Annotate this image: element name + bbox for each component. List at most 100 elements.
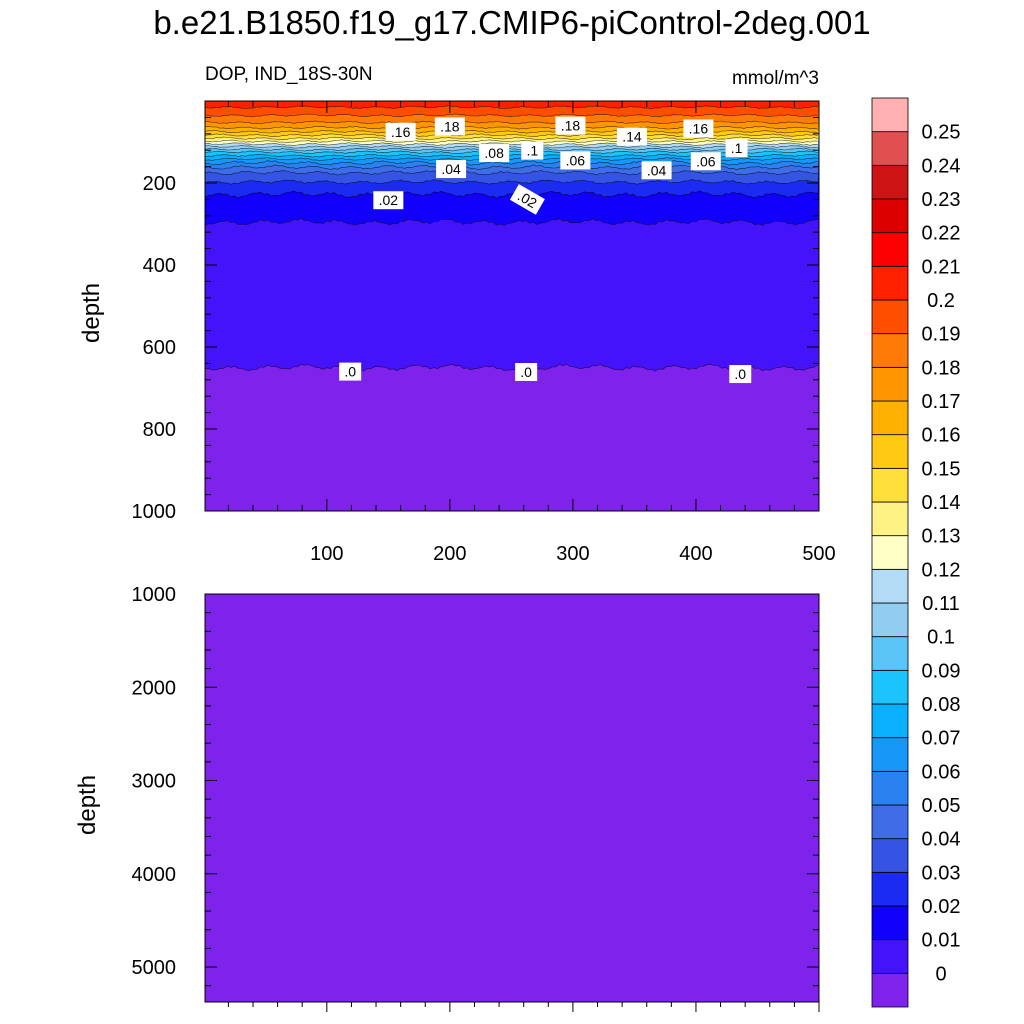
colorbar-label: 0.23 [922,189,961,211]
colorbar-box [871,164,909,200]
contour-label-box [436,160,467,179]
colorbar-label: 0.07 [922,728,961,750]
surface-max-spike [806,101,809,106]
contour-label-box [521,141,544,160]
surface-max-spike [485,101,488,105]
contour-line-0.19 [205,113,818,118]
y-tick-label: 1000 [132,501,177,523]
colorbar-label: 0.09 [922,660,961,682]
surface-max-spike [264,101,267,107]
colorbar-box [871,265,909,301]
colorbar-box [871,871,909,907]
colorbar-label: 0.13 [922,526,961,548]
contour-label-text: .04 [441,161,461,177]
colorbar-label: 0.15 [922,458,961,480]
x-tick-label: 400 [679,543,712,565]
surface-max-spike [230,101,233,105]
contour-label-text: .1 [526,143,538,159]
contour-label-box [515,363,538,382]
colorbar-box [871,939,909,974]
lower-fill [204,593,820,1003]
colorbar-label: 0.21 [922,256,961,278]
variable-region-subtitle: DOP, IND_18S-30N [205,64,373,85]
colorbar-label: 0.01 [922,930,961,952]
surface-max-spike [297,101,300,106]
depth-contour-fills [205,101,819,511]
contour-label: .14 [616,127,647,146]
colorbar-label: 0.06 [922,761,961,783]
contour-label-box [339,362,362,381]
colorbar-box [871,333,909,368]
contour-label-text: .1 [731,140,743,156]
surface-max-spike [662,101,665,106]
contour-line-0.12 [205,142,818,146]
y-tick-label: 1000 [132,584,177,606]
colorbar: 0 0.01 0.02 0.03 0.04 0.05 0.06 0.07 0.08 0.09 0.1… [871,97,961,1008]
surface-max-spike [408,101,411,106]
contour-label-box [690,152,721,171]
surface-max-spike [252,101,255,107]
contour-label: .0 [339,362,362,381]
colorbar-box [871,501,909,537]
contour-label: .06 [690,152,721,171]
contour-label-box [616,127,647,146]
surface-max-spike [784,101,787,107]
surface-max-spike [275,101,278,107]
colorbar-label: 0.24 [922,155,961,177]
colorbar-box [871,467,909,503]
contour-label-text: .0 [520,364,532,380]
contour-label: .04 [641,161,672,180]
contour-label: .0 [515,363,538,382]
colorbar-box [871,838,909,873]
contour-label: .16 [683,119,714,138]
contour-line-0 [205,363,818,372]
contour-label-box [434,117,465,136]
contour-label-box [509,184,545,215]
contour-label-text: .0 [344,364,356,380]
y-tick-label: 800 [143,419,176,441]
x-tick-label: 100 [310,543,343,565]
colorbar-label: 0.14 [922,492,961,514]
colorbar-box [871,703,909,739]
contour-label: .06 [560,151,591,170]
y-tick-label: 5000 [132,957,177,979]
contour-label-text: .16 [391,124,411,140]
contour-line-0.02 [205,190,818,199]
contour-line-0.15 [205,133,818,138]
contour-label: .02 [373,191,404,210]
contour-label-text: .02 [379,192,399,208]
upper-frame [204,100,820,512]
contour-label-box [555,116,586,135]
contour-line-0.01 [205,217,818,226]
lower-axes: 1000 2000 3000 4000 5000 [132,584,820,1012]
y-tick-label: 400 [143,255,176,277]
upper-depth-panel: .16.18.18.14.16.1.08.1.06.06.04.04.02.02… [132,100,836,565]
contour-line-0.2 [205,105,818,110]
surface-max-spike [574,101,577,106]
y-tick-label: 200 [143,173,176,195]
surface-max-spike [729,101,732,105]
colorbar-label: 0.02 [922,896,961,918]
surface-max-spike [773,101,776,107]
surface-max-spike [618,101,621,107]
surface-max-spike [474,101,477,105]
surface-max-spike [507,101,510,107]
contour-label-text: .18 [561,118,581,134]
colorbar-label: 0.18 [922,357,961,379]
contour-label: .16 [385,122,416,141]
contour-label: .0 [729,365,752,384]
contour-line-0.16 [205,129,818,134]
colorbar-box [871,636,909,671]
x-tick-label: 500 [802,543,835,565]
surface-max-spike [518,101,521,107]
surface-max-spike [385,101,388,105]
surface-max-spike [452,101,455,107]
contour-label-box [729,365,752,384]
colorbar-box [871,770,909,806]
surface-max-spike [673,101,676,107]
colorbar-box [871,972,909,1008]
colorbar-box [871,97,909,133]
colorbar-label: 0.1 [927,627,955,649]
surface-max-spike [352,101,355,107]
contour-label: .08 [479,144,510,163]
